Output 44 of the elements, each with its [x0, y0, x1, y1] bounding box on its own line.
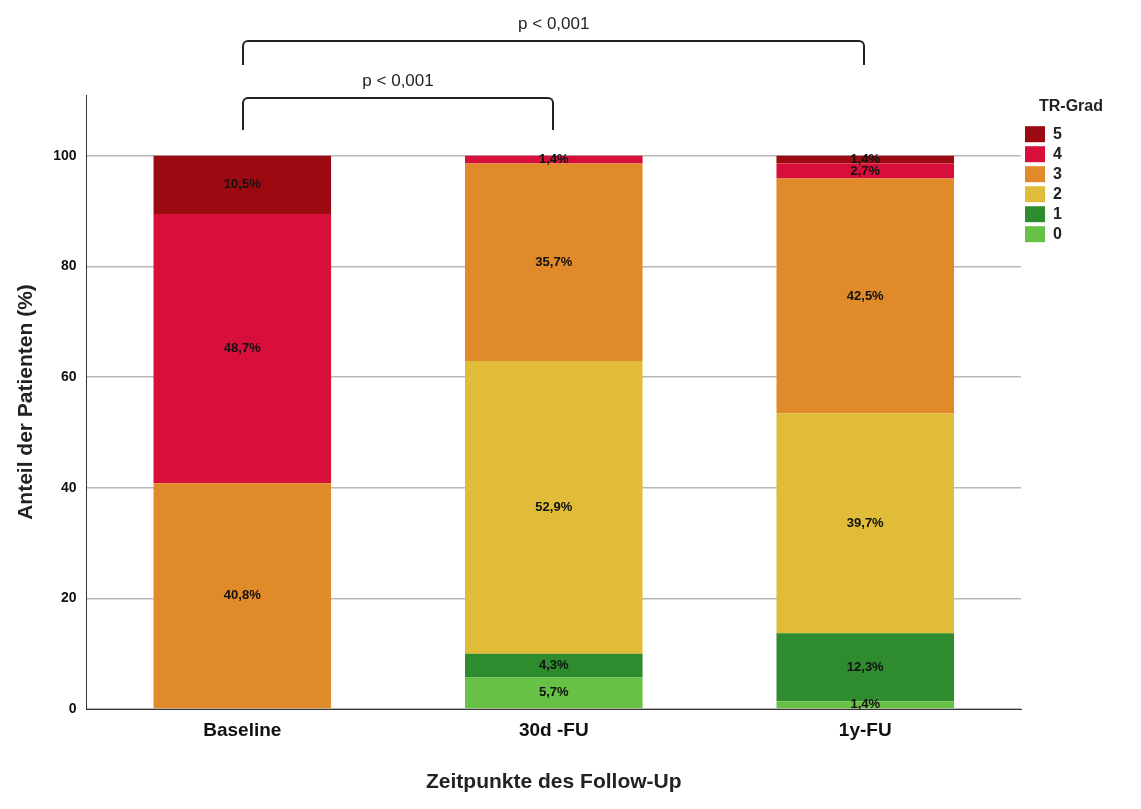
bar	[776, 178, 955, 414]
bar	[465, 653, 643, 678]
bar	[465, 677, 643, 709]
y-tick-label: 60	[60, 367, 77, 384]
x-axis-title: Zeitpunkte des Follow-Up	[426, 769, 682, 793]
data-label: 4,3%	[538, 657, 570, 673]
data-label: 42,5%	[846, 287, 885, 303]
x-tick-label: 1y-FU	[838, 718, 892, 740]
y-tick-label: 20	[60, 589, 77, 606]
text: p < 0,001	[362, 71, 434, 91]
legend-label: 1	[1053, 204, 1062, 222]
data-label: 39,7%	[846, 515, 885, 530]
x-tick-label: Baseline	[203, 718, 282, 740]
legend-label: 0	[1053, 224, 1062, 242]
legend-label: 3	[1053, 164, 1062, 182]
bar	[465, 155, 643, 164]
bar	[153, 483, 332, 709]
y-tick-label: 100	[53, 146, 77, 163]
bar	[465, 163, 643, 362]
data-label: 5,7%	[538, 684, 570, 700]
legend-title: TR-Grad	[1039, 97, 1103, 115]
bar	[153, 155, 332, 214]
legend-label: 4	[1053, 144, 1062, 162]
data-label: 48,7%	[223, 340, 262, 356]
y-tick-label: 0	[68, 699, 77, 716]
bar	[776, 413, 955, 634]
x-tick-label: 30d -FU	[518, 718, 589, 740]
bar	[153, 213, 332, 484]
data-label: 1,4%	[538, 151, 570, 167]
legend-label: 2	[1053, 184, 1062, 202]
data-label: 52,9%	[535, 498, 573, 514]
text: p < 0,001	[518, 14, 590, 34]
bar	[776, 155, 955, 164]
data-label: 10,5%	[223, 176, 262, 192]
bar	[776, 163, 955, 179]
data-label: 40,8%	[223, 587, 262, 603]
data-label: 35,7%	[535, 253, 573, 269]
y-axis-title: Anteil der Patienten (%)	[13, 284, 37, 520]
legend-label: 5	[1053, 124, 1062, 142]
data-label: 1,4%	[850, 696, 881, 712]
data-label: 12,3%	[846, 658, 885, 674]
y-tick-label: 40	[60, 478, 77, 495]
y-tick-label: 80	[60, 257, 77, 274]
bar	[465, 361, 643, 654]
